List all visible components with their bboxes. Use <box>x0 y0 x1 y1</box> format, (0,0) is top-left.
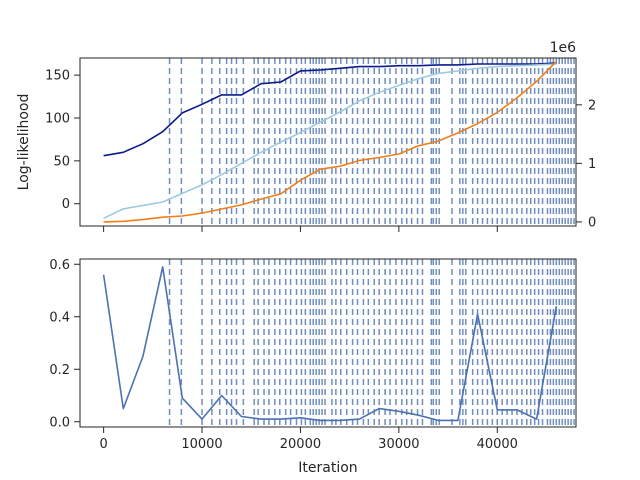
bottom-y-ticks: 0.0 0.2 0.4 0.6 <box>49 258 80 430</box>
top-y2-tick-label: 0 <box>588 215 596 230</box>
top-y-tick-label: 150 <box>45 69 70 84</box>
bottom-y-tick-label: 0.2 <box>49 363 70 378</box>
top-y2-tick-label: 1 <box>588 157 596 172</box>
bottom-x-tick-label: 30000 <box>378 437 419 452</box>
bottom-x-tick-label: 40000 <box>477 437 518 452</box>
top-y2-ticks: 0 1 2 <box>576 98 596 230</box>
bottom-x-tick-label: 10000 <box>181 437 222 452</box>
top-y-axis-label: Log-likelihood <box>16 94 32 191</box>
top-series <box>103 60 557 223</box>
top-series-line-2 <box>103 60 557 223</box>
top-y2-offset-label: 1e6 <box>550 40 577 56</box>
bottom-y-tick-label: 0.0 <box>49 415 70 430</box>
top-series-line-1 <box>103 63 557 220</box>
bottom-series <box>102 266 558 422</box>
top-vlines <box>168 58 575 226</box>
top-x-ticks <box>103 226 498 232</box>
bottom-y-tick-label: 0.4 <box>49 310 70 325</box>
top-y-tick-label: 100 <box>45 112 70 127</box>
top-y-tick-label: 0 <box>62 197 70 212</box>
top-y-tick-label: 50 <box>53 154 70 169</box>
top-axes-frame <box>79 57 577 227</box>
top-panel: 0 50 100 150 0 1 2 Log-likelihood 1e6 <box>16 40 596 232</box>
top-y-ticks: 0 50 100 150 <box>45 69 80 212</box>
bottom-x-tick-label: 20000 <box>280 437 321 452</box>
top-series-line-0 <box>103 62 557 157</box>
bottom-vlines <box>168 259 575 427</box>
bottom-axes-frame <box>79 258 577 428</box>
bottom-y-tick-label: 0.6 <box>49 258 70 273</box>
bottom-series-line-0 <box>102 266 558 422</box>
bottom-x-ticks: 0 10000 20000 30000 40000 <box>99 427 518 452</box>
bottom-x-tick-label: 0 <box>99 437 107 452</box>
top-y2-tick-label: 2 <box>588 98 596 113</box>
bottom-panel: 0 10000 20000 30000 40000 0.0 0.2 0.4 0.6 Itera… <box>49 258 577 476</box>
bottom-x-axis-label: Iteration <box>298 460 357 476</box>
